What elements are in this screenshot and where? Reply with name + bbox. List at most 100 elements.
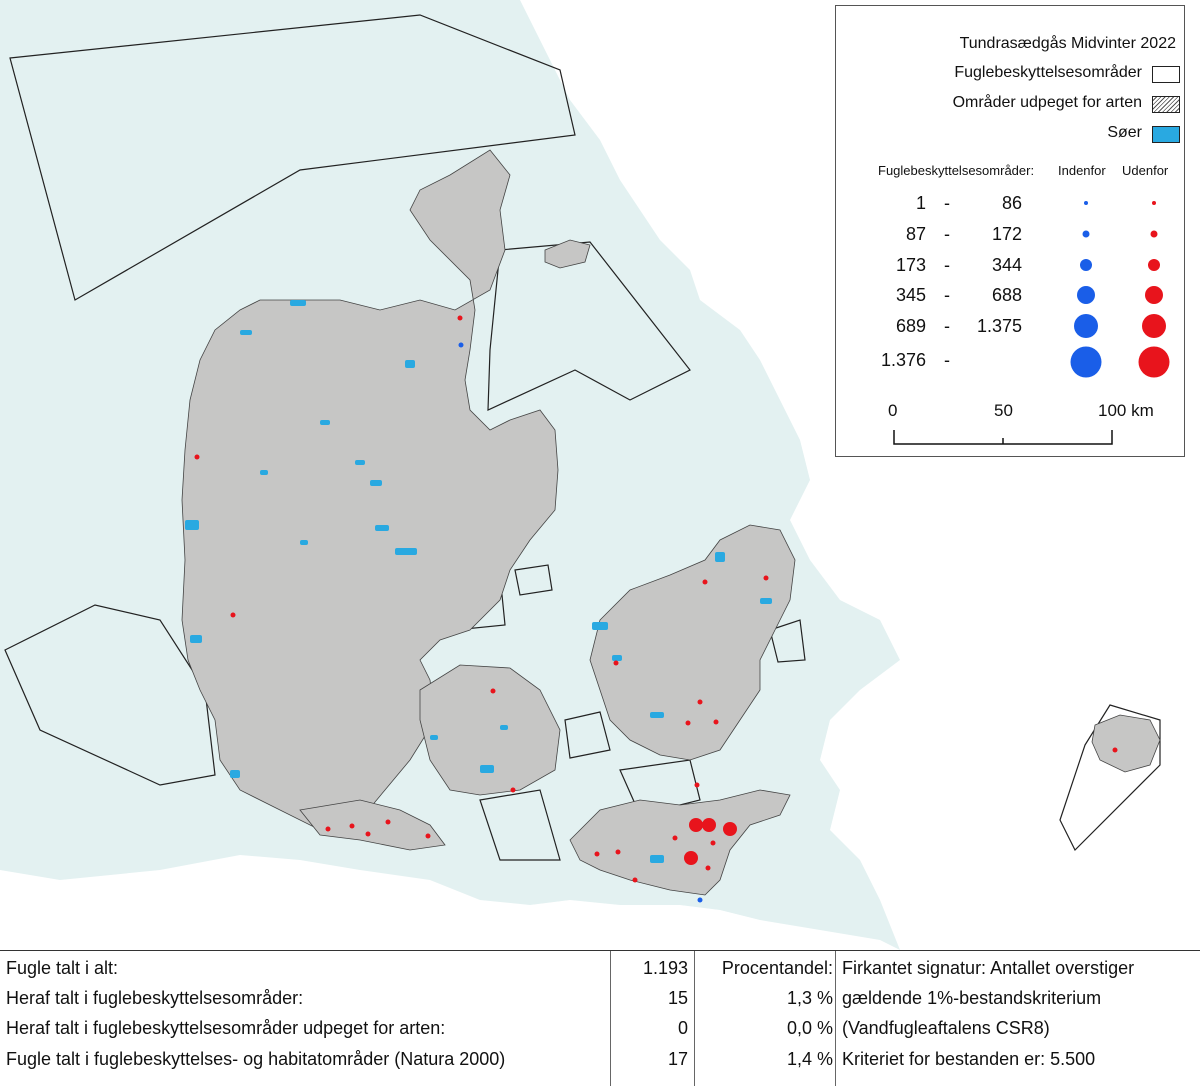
legend-outside-header: Udenfor <box>1122 163 1169 178</box>
class-to: 172 <box>991 224 1022 244</box>
table-row: Fugle talt i alt: 1.193 Procentandel: Fi… <box>0 953 1200 983</box>
als-region <box>299 799 446 851</box>
stat-percent: 1,4 % <box>786 1049 833 1069</box>
class-dash: - <box>944 285 950 305</box>
class-from: 1.376 <box>880 350 926 370</box>
legend-dot-outside <box>1152 201 1156 205</box>
class-from: 345 <box>895 285 926 305</box>
obs-outside <box>425 833 431 839</box>
statistics-table: Fugle talt i alt: 1.193 Procentandel: Fi… <box>0 950 1200 1086</box>
table-row: Heraf talt i fuglebeskyttelsesområder: 1… <box>0 983 1200 1013</box>
obs-outside <box>325 826 331 832</box>
bornholm <box>1091 714 1161 773</box>
stat-percent: Procentandel: <box>721 958 833 978</box>
stat-note: gældende 1%-bestandskriterium <box>842 988 1102 1008</box>
laeso <box>544 239 591 269</box>
table-divider <box>835 951 836 1086</box>
legend-dot-outside <box>1145 286 1163 304</box>
stat-note: Firkantet signatur: Antallet overstiger <box>842 958 1135 978</box>
class-dash: - <box>944 316 950 336</box>
legend-dot-inside <box>1070 346 1102 378</box>
class-from: 173 <box>895 255 926 275</box>
stat-percent: 1,3 % <box>786 988 833 1008</box>
stat-percent: 0,0 % <box>786 1018 833 1038</box>
legend-lakes-swatch <box>1152 126 1180 143</box>
legend-dot-outside <box>1142 314 1166 338</box>
scale-bar-line <box>893 430 1113 445</box>
table-divider <box>694 951 695 1086</box>
legend-lakes-label: Søer <box>1107 124 1142 141</box>
class-to: 86 <box>1001 193 1022 213</box>
legend-dot-outside <box>1148 259 1160 271</box>
stat-count: 17 <box>667 1049 688 1069</box>
stat-count: 0 <box>677 1018 688 1038</box>
scale-label-100: 100 km <box>1098 401 1154 420</box>
legend-designated-label: Områder udpeget for arten <box>952 94 1142 111</box>
stat-count: 1.193 <box>642 958 688 978</box>
obs-outside <box>194 454 200 460</box>
zealand <box>589 524 796 761</box>
observation-dots <box>194 315 1118 903</box>
class-from: 689 <box>895 316 926 336</box>
obs-outside <box>672 835 678 841</box>
legend-designated-swatch <box>1152 96 1180 113</box>
table-row: Fugle talt i fuglebeskyttelses- og habit… <box>0 1044 1200 1074</box>
obs-outside-large <box>684 851 698 865</box>
class-to: 688 <box>991 285 1022 305</box>
stat-label: Fugle talt i fuglebeskyttelses- og habit… <box>6 1049 506 1069</box>
obs-outside <box>594 851 600 857</box>
obs-outside <box>702 579 708 585</box>
obs-outside-large <box>689 818 703 832</box>
obs-outside <box>490 688 496 694</box>
obs-outside <box>697 699 703 705</box>
class-from: 87 <box>905 224 926 244</box>
germany-land <box>0 855 900 950</box>
map-legend: Tundrasædgås Midvinter 2022 Fuglebeskytt… <box>835 5 1185 457</box>
obs-outside <box>694 782 700 788</box>
class-from: 1 <box>915 193 926 213</box>
lolland-falster <box>569 789 791 896</box>
scale-label-50: 50 <box>994 401 1013 420</box>
stat-label: Fugle talt i alt: <box>6 958 119 978</box>
table-divider <box>610 951 611 1086</box>
obs-inside <box>458 342 464 348</box>
legend-protected-label: Fuglebeskyttelsesområder <box>954 64 1142 81</box>
obs-outside <box>1112 747 1118 753</box>
legend-dot-outside <box>1138 346 1170 378</box>
funen <box>419 664 561 796</box>
scale-label-0: 0 <box>888 401 898 420</box>
legend-dot-outside <box>1150 230 1158 238</box>
obs-inside <box>697 897 703 903</box>
class-to: 344 <box>991 255 1022 275</box>
legend-dot-inside <box>1077 286 1095 304</box>
obs-outside <box>710 840 716 846</box>
obs-outside <box>230 612 236 618</box>
obs-outside <box>613 660 619 666</box>
protection-area-outlines <box>4 14 1161 861</box>
class-dash: - <box>944 350 950 370</box>
stat-label: Heraf talt i fuglebeskyttelsesområder ud… <box>6 1018 446 1038</box>
obs-outside <box>615 849 621 855</box>
stat-note: (Vandfugleaftalens CSR8) <box>842 1018 1050 1038</box>
obs-outside <box>685 720 691 726</box>
stat-note: Kriteriet for bestanden er: 5.500 <box>842 1049 1096 1069</box>
obs-outside <box>365 831 371 837</box>
legend-protected-swatch <box>1152 66 1180 83</box>
legend-size-header: Fuglebeskyttelsesområder: <box>878 163 1035 178</box>
obs-outside-large <box>723 822 737 836</box>
obs-outside <box>632 877 638 883</box>
legend-dot-inside <box>1082 230 1090 238</box>
legend-dot-inside <box>1080 259 1092 271</box>
legend-title: Tundrasædgås Midvinter 2022 <box>959 35 1176 52</box>
stat-count: 15 <box>667 988 688 1008</box>
obs-outside <box>457 315 463 321</box>
obs-outside <box>349 823 355 829</box>
legend-dot-inside <box>1084 201 1088 205</box>
class-dash: - <box>944 224 950 244</box>
obs-outside <box>763 575 769 581</box>
table-row: Heraf talt i fuglebeskyttelsesområder ud… <box>0 1013 1200 1043</box>
obs-outside <box>385 819 391 825</box>
obs-outside <box>713 719 719 725</box>
legend-inside-header: Indenfor <box>1058 163 1106 178</box>
class-to: 1.375 <box>976 316 1022 336</box>
